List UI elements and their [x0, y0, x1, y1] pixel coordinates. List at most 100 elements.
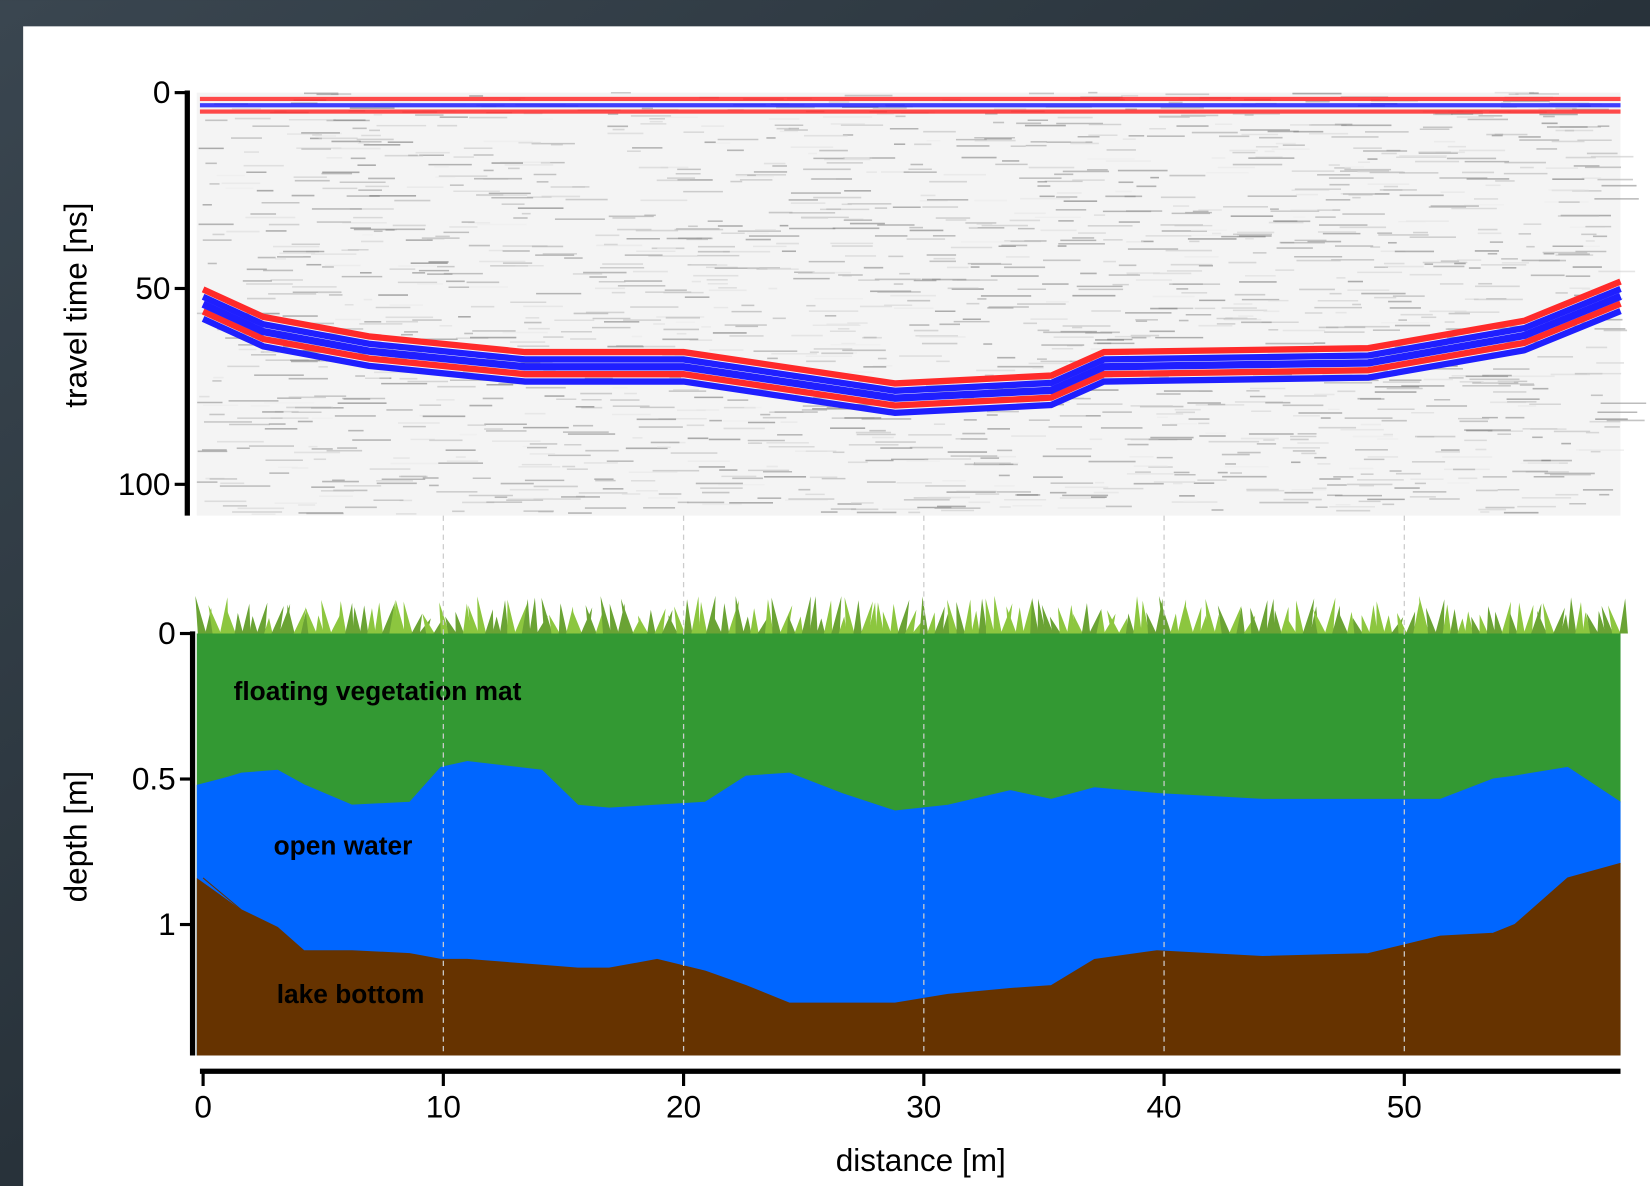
grass — [683, 599, 693, 634]
grass — [529, 597, 538, 634]
y-tick-label: 0 — [158, 615, 176, 651]
grass — [422, 613, 435, 634]
grass — [720, 603, 730, 634]
grass — [492, 616, 501, 634]
grass — [549, 614, 560, 634]
grass — [219, 597, 229, 634]
y-tick-label: 0.5 — [132, 761, 176, 797]
grass — [1597, 610, 1606, 634]
grass — [1015, 607, 1024, 634]
grass — [1479, 614, 1488, 634]
grass — [838, 616, 848, 634]
surface-band — [199, 96, 1621, 102]
grass — [1619, 598, 1628, 634]
grass — [654, 608, 666, 634]
grass — [691, 596, 700, 634]
grass — [242, 603, 251, 634]
grass — [971, 610, 980, 634]
grass — [823, 600, 833, 634]
radargram-panel: 0 50 100 — [118, 74, 1647, 516]
grass — [264, 617, 273, 634]
reflector-band — [201, 286, 1622, 394]
grass — [1041, 604, 1054, 634]
grass — [647, 609, 656, 634]
grass — [337, 601, 347, 634]
grass — [742, 616, 752, 634]
grass — [485, 609, 494, 634]
grass — [1037, 598, 1046, 634]
grass — [300, 608, 310, 634]
grass — [521, 598, 531, 634]
grass — [1413, 602, 1422, 634]
grass — [750, 608, 759, 634]
grass — [1369, 604, 1378, 634]
grass — [809, 596, 818, 634]
grass — [445, 616, 457, 634]
grass — [1442, 604, 1452, 634]
grass — [771, 597, 781, 634]
grass — [1192, 606, 1202, 634]
grass — [1125, 613, 1135, 634]
grass — [1457, 618, 1466, 634]
grass — [1146, 612, 1157, 634]
grass — [787, 615, 796, 634]
grass — [1608, 605, 1621, 634]
grass — [463, 603, 472, 634]
y-tick-label: 50 — [135, 270, 170, 306]
grass — [1508, 612, 1518, 634]
grass — [757, 618, 767, 634]
grass — [1286, 616, 1297, 634]
grass — [507, 599, 516, 634]
grass — [1057, 607, 1069, 634]
grass — [816, 618, 825, 634]
grass — [195, 595, 207, 634]
grass — [956, 601, 965, 634]
grass — [1107, 610, 1120, 634]
x-tick-label: 20 — [666, 1089, 701, 1125]
grass — [1030, 597, 1039, 634]
grass — [249, 616, 258, 634]
grass — [595, 607, 605, 634]
grass — [1575, 602, 1584, 634]
reflector-band — [201, 300, 1622, 409]
grass — [1250, 607, 1260, 634]
grass — [226, 608, 236, 634]
y-tick-label: 0 — [153, 74, 171, 110]
grass — [1471, 616, 1481, 634]
grass — [305, 606, 317, 634]
grass — [1133, 596, 1142, 634]
grass — [1199, 615, 1209, 634]
grass — [1332, 605, 1341, 634]
grass — [499, 600, 509, 634]
grass — [1170, 613, 1179, 634]
grass — [403, 601, 413, 634]
grass — [558, 603, 568, 634]
grass — [1006, 606, 1017, 634]
grass — [1081, 602, 1091, 634]
grass — [1516, 602, 1525, 634]
grass — [395, 599, 406, 634]
grass — [208, 605, 221, 634]
grass — [271, 605, 284, 634]
y-axis-label: travel time [ns] — [57, 203, 93, 408]
surface-band — [199, 103, 1621, 108]
grass — [1096, 609, 1105, 634]
grass — [1205, 598, 1216, 634]
grass — [609, 603, 619, 634]
grass — [1236, 606, 1245, 634]
reflector-band — [201, 308, 1622, 417]
grass — [963, 599, 973, 634]
grass — [585, 605, 597, 634]
x-tick-label: 30 — [906, 1089, 941, 1125]
reflector-band — [201, 278, 1622, 387]
grass — [1567, 597, 1577, 634]
x-tick-label: 10 — [426, 1089, 461, 1125]
grass — [1067, 604, 1076, 634]
grass — [1486, 606, 1496, 634]
grass — [1140, 600, 1150, 634]
x-axis-label: distance [m] — [836, 1142, 1006, 1178]
grass — [1450, 608, 1459, 634]
grass — [853, 600, 862, 634]
grass — [868, 602, 877, 634]
